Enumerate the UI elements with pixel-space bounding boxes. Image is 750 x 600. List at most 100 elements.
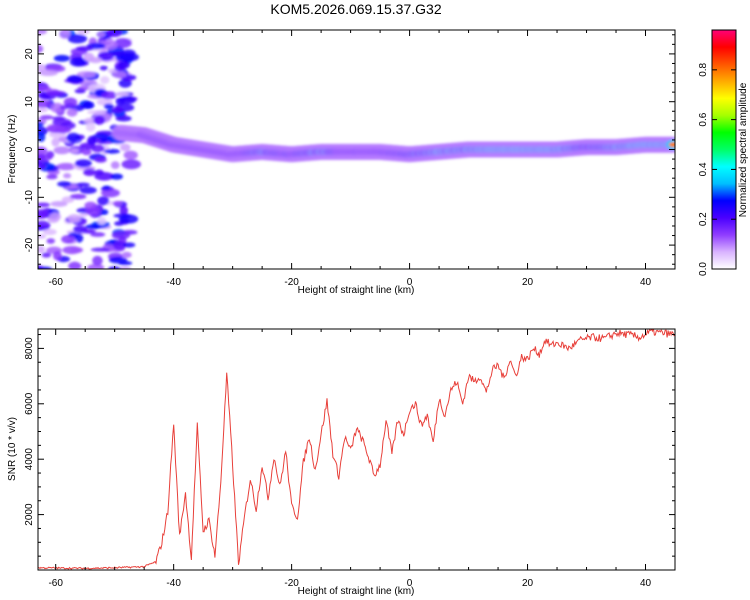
colorbar: 0.0 0.2 0.4 0.6 0.8 Normalized spectral ampl…: [698, 29, 749, 276]
spectrogram-noise-blob: [96, 31, 106, 38]
spectrogram-noise-blob: [38, 162, 46, 170]
spectrogram-noise-blob: [101, 188, 120, 198]
spectrogram-noise-blob: [121, 159, 142, 170]
spectrogram-panel: -60 -40 -20 0 20 40 -20 -10 0 10 20 Height of str…: [7, 29, 676, 296]
spectrogram-noise-blob: [118, 78, 132, 88]
spectrogram-noise-blob: [101, 91, 117, 100]
spectrogram-noise-blob: [121, 251, 132, 258]
spectrogram-noise-blob: [90, 247, 111, 252]
snr-frame: [37, 328, 676, 571]
spectrogram-noise-blob: [68, 261, 82, 269]
spectrogram-noise-blob: [118, 95, 136, 105]
spectrogram-noise-blob: [48, 212, 62, 221]
spectrogram-noise-blob: [79, 186, 97, 194]
spectrogram-xtick-label: 0: [407, 277, 413, 288]
spectrogram-noise-blob: [87, 135, 97, 146]
spectrogram-noise-blob: [110, 161, 120, 170]
spectrogram-noise-blob: [51, 138, 60, 147]
spectrogram-noise-blob: [114, 221, 124, 226]
spectrogram-noise-blob: [53, 146, 71, 155]
spectrogram-noise-blob: [100, 76, 110, 84]
spectrogram-noise-blob: [87, 110, 107, 115]
snr-xtick-label: -40: [166, 578, 181, 589]
spectrogram-noise-blob: [67, 214, 81, 223]
spectrogram-noise-blob: [111, 231, 131, 240]
spectrogram-noise-blob: [76, 182, 90, 187]
spectrogram-noise-blob: [66, 108, 78, 117]
spectrogram-noise-blob: [81, 148, 92, 156]
colorbar-tick-label: 0.6: [698, 112, 709, 126]
snr-panel: -60 -40 -20 0 20 40 2000 4000 6000 8000 Height o…: [7, 328, 676, 597]
spectrogram-noise-blob: [42, 228, 57, 236]
spectrogram-noise-blob: [57, 181, 72, 187]
spectrogram-noise-blob: [90, 232, 106, 237]
spectrogram-noise-blob: [38, 202, 51, 208]
snr-ytick-label: 2000: [24, 503, 35, 526]
spectrogram-noise-blob: [79, 212, 88, 218]
spectrogram-noise-blob: [38, 69, 58, 77]
spectrogram-noise-blob: [118, 266, 132, 269]
spectrogram-x-axis: -60 -40 -20 0 20 40: [48, 30, 676, 288]
spectrogram-noise-blob: [115, 115, 132, 122]
spectrogram-noise-blob: [51, 116, 66, 121]
snr-ytick-label: 8000: [24, 337, 35, 360]
spectrogram-noise-blob: [94, 169, 104, 176]
spectrogram-noise-blob: [113, 240, 126, 251]
spectrogram-noise-blob: [118, 214, 139, 224]
snr-ytick-label: 4000: [24, 448, 35, 471]
spectrogram-xtick-label: -40: [166, 277, 181, 288]
colorbar-tick-label: 0.0: [698, 262, 709, 276]
spectrogram-noise-blob: [50, 201, 68, 207]
snr-background: [38, 329, 675, 570]
spectrogram-noise-blob: [50, 102, 64, 113]
spectrogram-noise-blob: [123, 150, 138, 160]
spectrogram-noise-blob: [84, 201, 97, 210]
spectrogram-noise-blob: [82, 101, 95, 110]
spectrogram-noise-blob: [103, 148, 121, 154]
spectrogram-xtick-label: -60: [48, 277, 63, 288]
snr-ytick-label: 6000: [24, 392, 35, 415]
snr-xtick-label: 40: [640, 578, 652, 589]
spectrogram-noise-blob: [75, 46, 94, 52]
spectrogram-noise-blob: [112, 71, 128, 78]
spectrogram-noise-blob: [74, 159, 92, 168]
snr-series-line: [38, 329, 675, 570]
spectrogram-noise-blob: [74, 88, 86, 94]
spectrogram-noise-blob: [118, 261, 133, 266]
spectrogram-noise-blob: [114, 92, 130, 97]
spectrogram-noise-blob: [103, 103, 114, 110]
spectrogram-noise-blob: [106, 30, 122, 38]
spectrogram-noise-blob: [119, 205, 128, 216]
colorbar-strip: [711, 29, 737, 270]
spectrogram-noise-blob: [38, 266, 53, 269]
spectrogram-noise-blob: [38, 146, 48, 156]
spectrogram-noise-blob: [66, 75, 84, 83]
colorbar-tick-label: 0.2: [698, 212, 709, 226]
spectrogram-y-label: Frequency (Hz): [7, 115, 18, 184]
spectrogram-noise-blob: [38, 30, 47, 35]
spectrogram-noise-blob: [80, 229, 96, 234]
spectrogram-ytick-label: -10: [24, 190, 35, 205]
spectrogram-ytick-label: 20: [24, 48, 35, 60]
spectrogram-noise-blob: [120, 143, 131, 152]
spectrogram-noise-blob: [38, 121, 45, 127]
spectrogram-noise-blob: [70, 247, 84, 253]
spectrogram-noise-blob: [38, 154, 53, 161]
spectrogram-noise-blob: [53, 251, 62, 261]
spectrogram-noise-blob: [122, 242, 136, 248]
spectrogram-noise-blob: [70, 148, 79, 154]
snr-xtick-label: -20: [284, 578, 299, 589]
spectrogram-noise-blob: [69, 193, 87, 200]
colorbar-tick-label: 0.4: [698, 162, 709, 176]
spectrogram-noise-blob: [69, 57, 87, 67]
spectrogram-xtick-label: 20: [522, 277, 534, 288]
spectrogram-noise-blob: [63, 173, 72, 179]
snr-xtick-label: 0: [407, 578, 413, 589]
spectrogram-noise-blob: [93, 115, 106, 125]
spectrogram-noise-blob: [97, 196, 110, 206]
spectrogram-noise-blob: [38, 86, 52, 92]
colorbar-label: Normalized spectral amplitude: [738, 82, 749, 217]
spectrogram-noise-blob: [38, 44, 44, 54]
spectrogram-noise-blob: [38, 107, 48, 113]
spectrogram-noise-blob: [92, 255, 103, 266]
